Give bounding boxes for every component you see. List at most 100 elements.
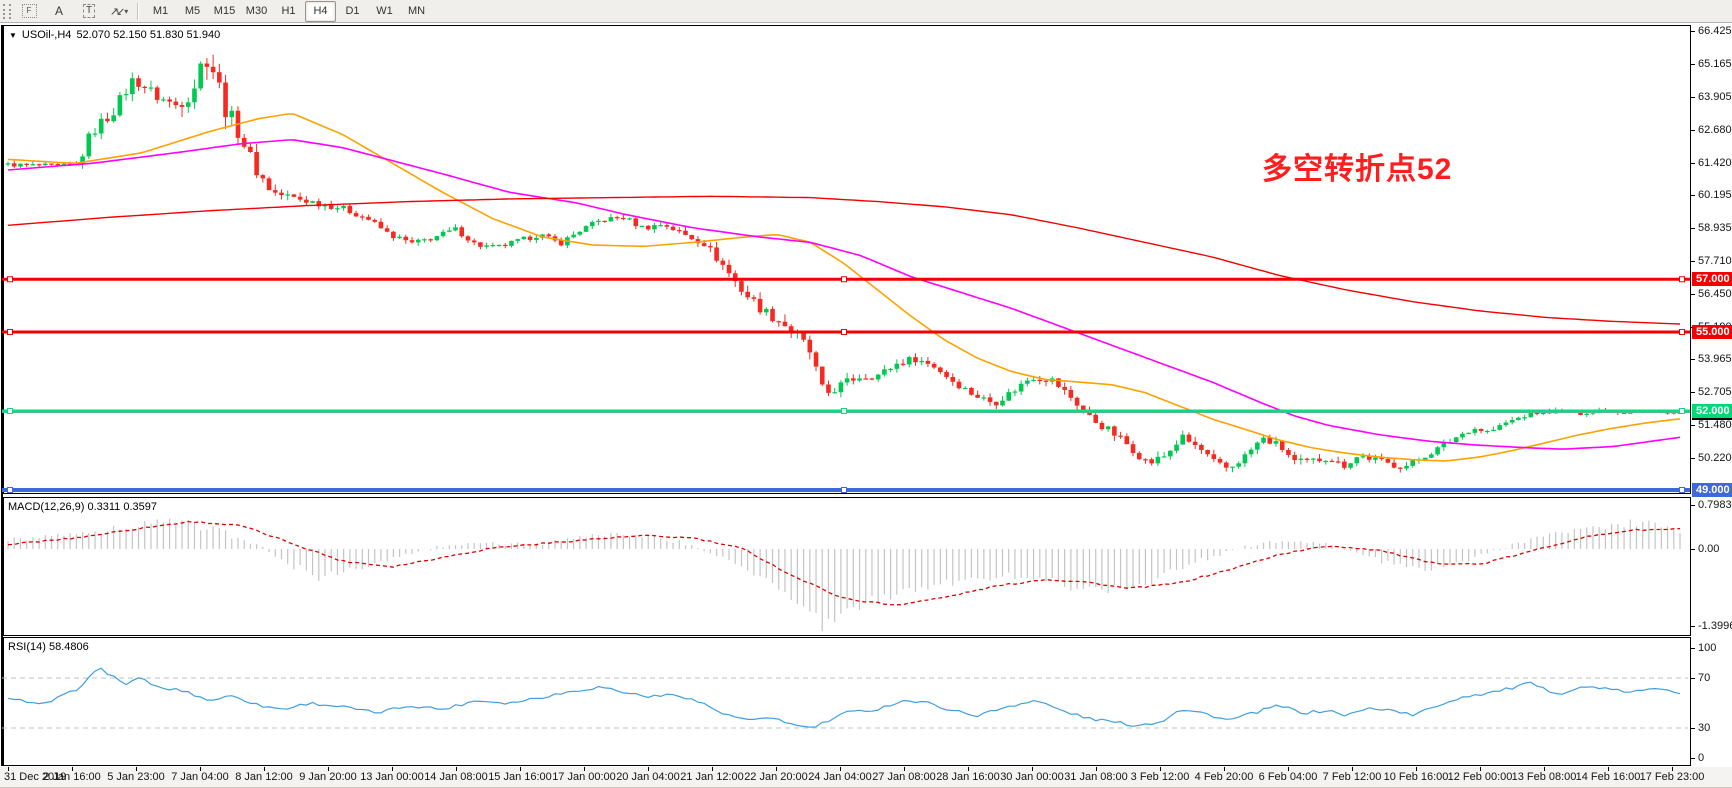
price-tick <box>1691 97 1695 98</box>
time-tick <box>1160 767 1161 771</box>
rsi-panel-frame <box>3 637 1691 766</box>
price-tick <box>1691 758 1695 759</box>
time-label: 30 Jan 00:00 <box>1000 771 1064 783</box>
price-axis-label: 0.00 <box>1698 543 1720 555</box>
time-label: 14 Jan 08:00 <box>424 771 488 783</box>
price-badge-55.000: 55.000 <box>1692 325 1732 339</box>
chart-title: ▼ USOil-,H4 52.070 52.150 51.830 51.940 <box>9 29 220 41</box>
price-badge-57.000: 57.000 <box>1692 272 1732 286</box>
price-tick <box>1691 728 1695 729</box>
crossed-arrows-icon-button[interactable]: ↗↙ ▾ <box>107 2 131 21</box>
timeframe-button-W1[interactable]: W1 <box>376 5 393 17</box>
drawing-tools-group: F A T ↗↙ ▾ <box>17 2 131 21</box>
timeframe-button-M30[interactable]: M30 <box>245 5 268 17</box>
price-tick <box>1691 130 1695 131</box>
time-tick <box>1416 767 1417 771</box>
price-axis-label: 50.220 <box>1698 452 1732 464</box>
macd-plot[interactable] <box>0 497 1690 635</box>
text-object-icon: T <box>82 4 96 18</box>
timeframe-button-D1[interactable]: D1 <box>345 5 360 17</box>
time-tick <box>1352 767 1353 771</box>
price-tick <box>1691 678 1695 679</box>
time-tick <box>8 767 9 771</box>
time-tick <box>904 767 905 771</box>
annotation-text[interactable]: 多空转折点52 <box>1262 153 1453 186</box>
time-label: 2 Jan 16:00 <box>43 771 101 783</box>
timeframe-button-M15[interactable]: M15 <box>213 5 236 17</box>
price-axis-label: 65.165 <box>1698 58 1732 70</box>
time-label: 8 Jan 12:00 <box>235 771 293 783</box>
main-chart-frame <box>3 25 1691 494</box>
time-tick <box>520 767 521 771</box>
rsi-label: RSI(14) 58.4806 <box>8 641 89 653</box>
price-axis-label: 60.195 <box>1698 189 1732 201</box>
price-tick <box>1691 505 1695 506</box>
time-label: 22 Jan 20:00 <box>744 771 808 783</box>
time-tick <box>392 767 393 771</box>
time-label: 31 Dec 2019 <box>4 771 67 783</box>
price-tick <box>1691 195 1695 196</box>
price-axis-label: 0 <box>1698 752 1705 764</box>
time-label: 15 Jan 16:00 <box>488 771 552 783</box>
time-label: 4 Feb 20:00 <box>1194 771 1254 783</box>
price-axis-label: 100 <box>1698 642 1717 654</box>
toolbar-grip[interactable] <box>3 3 11 19</box>
price-axis-label: 0.7983 <box>1698 499 1732 511</box>
time-tick <box>968 767 969 771</box>
price-axis-label: 56.450 <box>1698 288 1732 300</box>
timeframe-button-MN[interactable]: MN <box>407 5 426 17</box>
timeframe-button-H4[interactable]: H4 <box>305 0 336 22</box>
price-axis-label: 70 <box>1698 672 1711 684</box>
time-label: 31 Jan 08:00 <box>1064 771 1128 783</box>
time-tick <box>1672 767 1673 771</box>
crossed-arrows-icon: ↗↙ <box>109 5 126 18</box>
price-axis-label: -1.3996 <box>1698 620 1732 632</box>
candlestick-plot[interactable] <box>0 25 1690 493</box>
time-label: 24 Jan 04:00 <box>808 771 872 783</box>
time-label: 7 Jan 04:00 <box>171 771 229 783</box>
time-label: 28 Jan 16:00 <box>936 771 1000 783</box>
price-badge-52.000: 52.000 <box>1692 404 1732 418</box>
ohlc-values: 52.070 52.150 51.830 51.940 <box>76 29 221 41</box>
price-tick <box>1691 64 1695 65</box>
price-tick <box>1691 359 1695 360</box>
price-tick <box>1691 648 1695 649</box>
time-label: 12 Feb 00:00 <box>1447 771 1513 783</box>
text-object-icon-button[interactable]: T <box>77 2 101 21</box>
time-tick <box>712 767 713 771</box>
timeframe-group: M1 M5 M15 M30 H1 H4 D1 W1 MN <box>145 0 432 22</box>
price-axis-label: 58.935 <box>1698 222 1732 234</box>
time-label: 10 Feb 16:00 <box>1383 771 1449 783</box>
price-tick <box>1691 549 1695 550</box>
indicator-grid-icon-button[interactable]: F <box>17 2 41 21</box>
symbol-name: USOil-,H4 <box>21 29 72 41</box>
price-axis-label: 53.965 <box>1698 353 1732 365</box>
chart-left-border <box>1 25 3 766</box>
price-tick <box>1691 163 1695 164</box>
timeframe-button-M1[interactable]: M1 <box>152 5 169 17</box>
price-tick <box>1691 31 1695 32</box>
time-label: 14 Feb 16:00 <box>1575 771 1641 783</box>
toolbar-separator <box>137 2 139 20</box>
time-tick <box>1288 767 1289 771</box>
time-tick <box>1544 767 1545 771</box>
chevron-down-icon[interactable]: ▼ <box>9 30 17 40</box>
time-tick <box>1480 767 1481 771</box>
time-label: 5 Jan 23:00 <box>107 771 165 783</box>
rsi-plot[interactable] <box>0 637 1690 765</box>
timeframe-button-H1[interactable]: H1 <box>281 5 296 17</box>
time-tick <box>840 767 841 771</box>
time-tick <box>584 767 585 771</box>
indicator-grid-icon: F <box>21 4 37 18</box>
time-label: 17 Jan 00:00 <box>552 771 616 783</box>
time-tick <box>776 767 777 771</box>
time-label: 9 Jan 20:00 <box>299 771 357 783</box>
time-label: 27 Jan 08:00 <box>872 771 936 783</box>
time-label: 3 Feb 12:00 <box>1130 771 1190 783</box>
price-axis-label: 62.680 <box>1698 124 1732 136</box>
cursor-icon-button[interactable]: A <box>54 4 63 18</box>
timeframe-button-M5[interactable]: M5 <box>184 5 201 17</box>
time-label: 6 Feb 04:00 <box>1258 771 1318 783</box>
price-axis-label: 30 <box>1698 722 1711 734</box>
